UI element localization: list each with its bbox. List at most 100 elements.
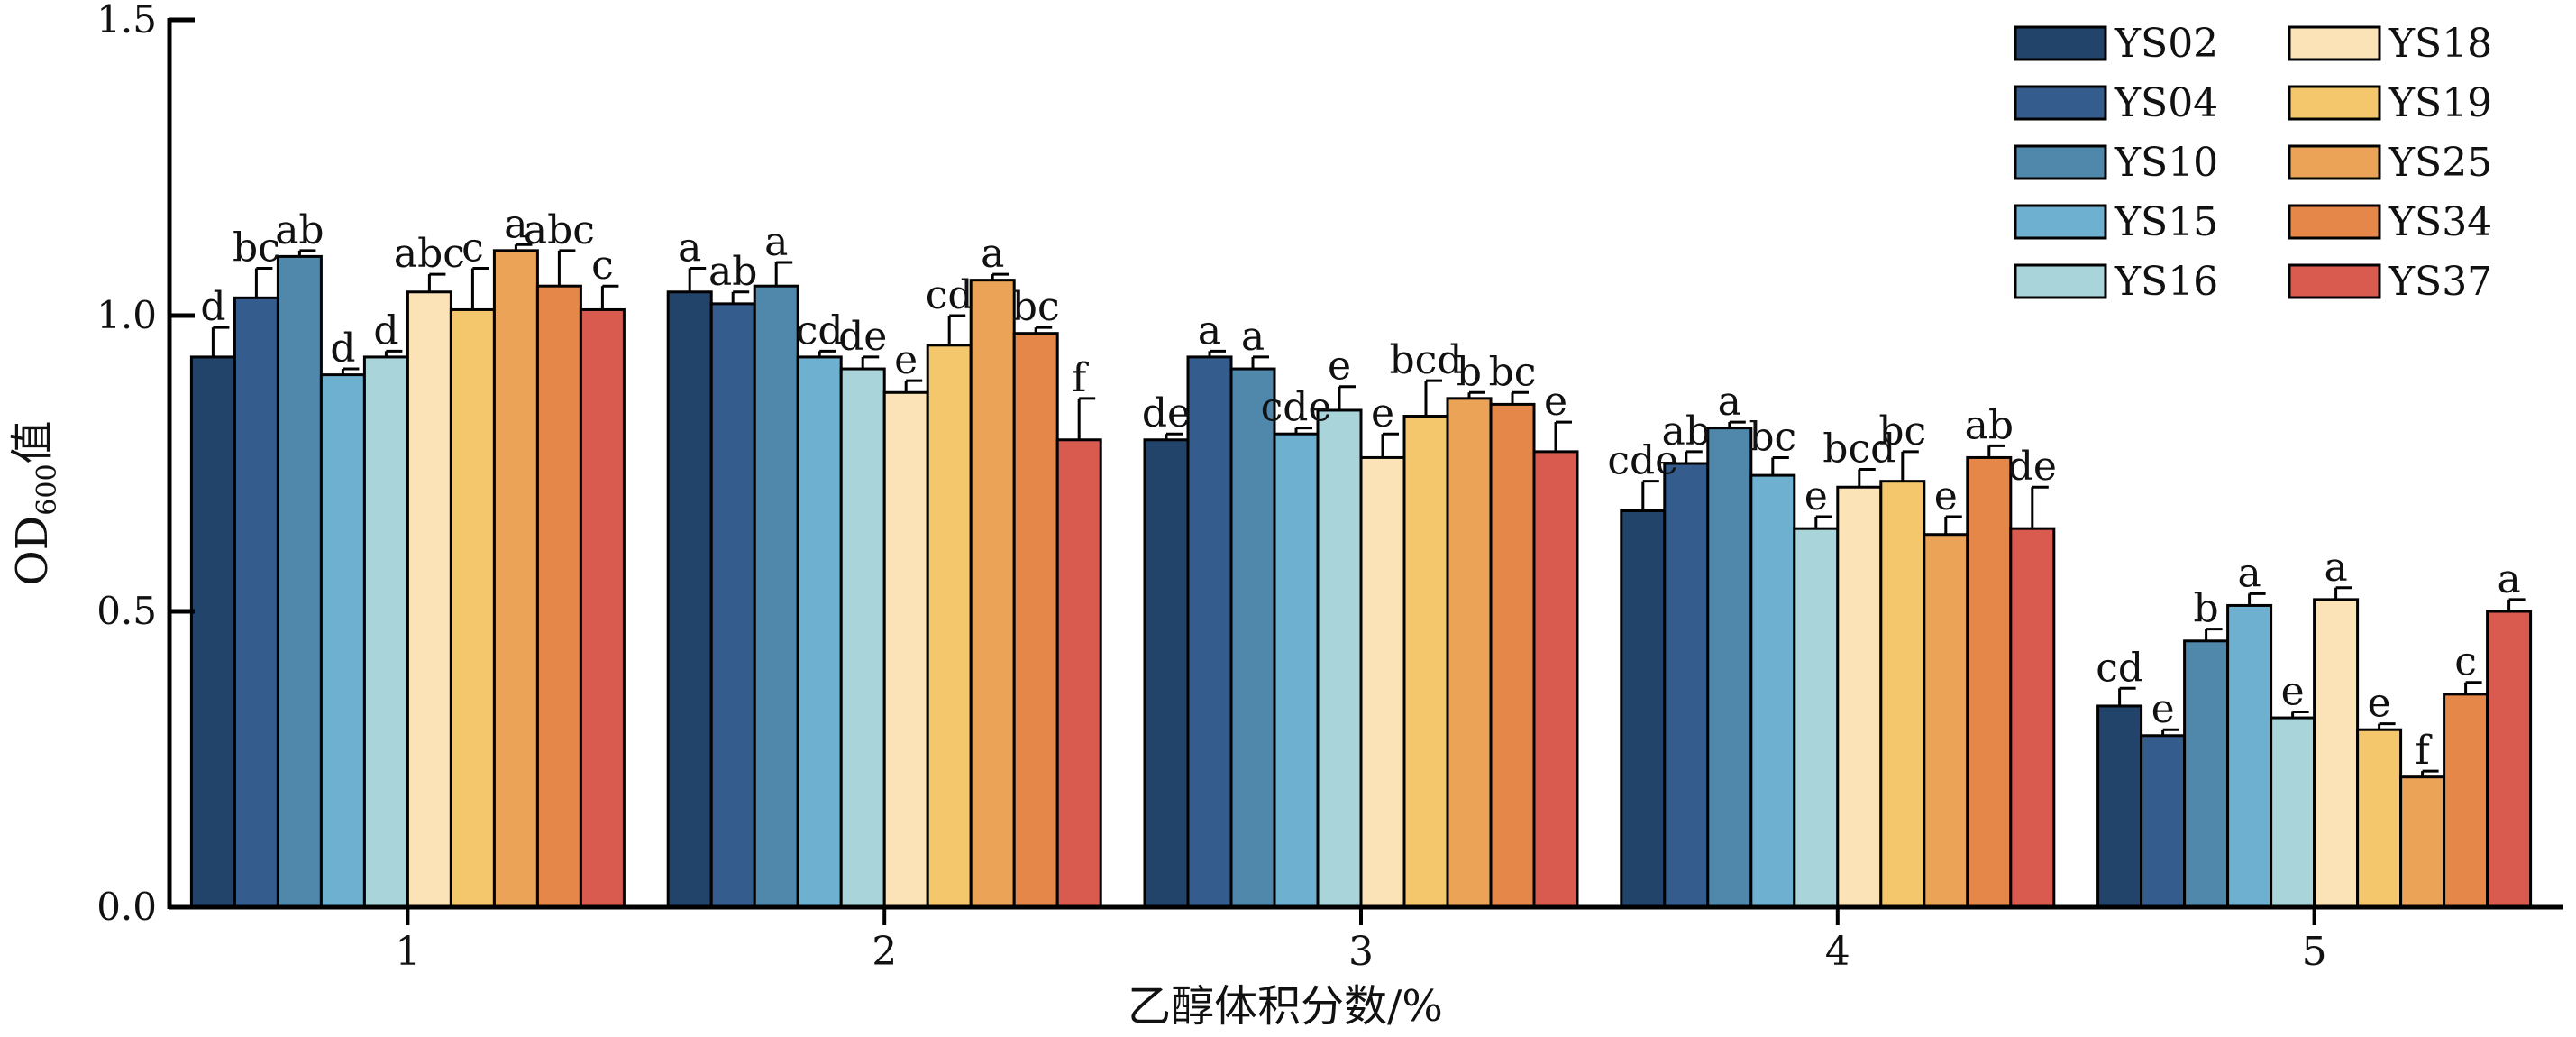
- bar: [1532, 450, 1579, 909]
- significance-label: ab: [1965, 402, 2014, 448]
- error-bars-layer: [211, 243, 2526, 777]
- bar: [1273, 432, 1320, 909]
- significance-label: cde: [1607, 438, 1678, 484]
- bar: [2226, 603, 2273, 909]
- bar: [2140, 734, 2187, 909]
- bar: [1663, 462, 1710, 909]
- y-axis-title: OD600值: [7, 420, 63, 585]
- bar: [2009, 527, 2056, 909]
- significance-label: cd: [2096, 645, 2143, 691]
- bar: [709, 302, 756, 909]
- bar: [319, 373, 366, 909]
- x-tick-label: 1: [395, 929, 420, 975]
- significance-label: a: [1718, 379, 1741, 425]
- significance-label: a: [981, 231, 1004, 277]
- bars-layer: [189, 249, 2533, 909]
- significance-label: bc: [1878, 408, 1926, 454]
- significance-label: a: [1241, 314, 1265, 360]
- bar: [1489, 402, 1536, 909]
- significance-label: de: [1142, 390, 1191, 436]
- bar: [2313, 598, 2360, 909]
- significance-label: ab: [275, 207, 324, 253]
- legend-label: YS37: [2388, 259, 2492, 305]
- significance-label: e: [2281, 669, 2305, 715]
- legend-swatch: [2014, 144, 2107, 180]
- legend-swatch: [2014, 85, 2107, 121]
- bar: [189, 355, 236, 909]
- significance-label: bc: [1012, 284, 1060, 330]
- legend-swatch: [2014, 25, 2107, 61]
- bar: [1836, 485, 1883, 909]
- y-axis-title-subscript: 600: [32, 463, 63, 515]
- y-axis-title-main: OD: [7, 516, 58, 586]
- significance-label: bc: [1749, 414, 1796, 460]
- bar: [1749, 473, 1796, 909]
- legend-swatch: [2014, 263, 2107, 299]
- axes-layer: 0.0 0.5 1.0 1.5 1 2 3 4 5: [96, 0, 2563, 975]
- significance-label: b: [1457, 349, 1482, 395]
- significance-label: a: [504, 201, 527, 247]
- significance-label: c: [591, 243, 614, 289]
- legend-swatch: [2288, 144, 2381, 180]
- significance-label: b: [2194, 586, 2219, 632]
- bar: [1055, 438, 1102, 909]
- significance-label: bc: [233, 225, 280, 271]
- bar: [2183, 639, 2230, 909]
- significance-label: bcd: [1822, 427, 1895, 473]
- bar: [276, 254, 323, 909]
- bar: [579, 307, 626, 909]
- significance-label: de: [838, 314, 887, 360]
- bar: [1359, 455, 1406, 909]
- bar: [839, 367, 886, 909]
- significance-label: e: [2151, 686, 2175, 732]
- bar: [1229, 367, 1276, 909]
- significance-label: de: [2008, 444, 2057, 490]
- bar: [2399, 775, 2446, 909]
- bar: [362, 355, 409, 909]
- legend-label: YS18: [2388, 21, 2492, 67]
- significance-label: ab: [708, 249, 757, 295]
- bar: [535, 284, 582, 909]
- bar: [1143, 438, 1190, 909]
- x-tick-label: 2: [872, 929, 897, 975]
- bar: [1446, 397, 1493, 909]
- bar: [1012, 332, 1059, 909]
- bar: [2270, 716, 2316, 909]
- bar: [926, 344, 973, 909]
- significance-label: cd: [796, 307, 844, 353]
- legend-swatch: [2288, 204, 2381, 240]
- significance-label: bc: [1489, 349, 1537, 395]
- bar: [1316, 408, 1363, 909]
- significance-label: d: [373, 307, 398, 353]
- legend-label: YS15: [2114, 199, 2218, 245]
- bar: [753, 284, 799, 909]
- bar: [666, 290, 713, 909]
- significance-label: e: [1371, 390, 1394, 436]
- legend-label: YS16: [2114, 259, 2218, 305]
- significance-label: d: [200, 284, 225, 330]
- x-tick-label: 3: [1348, 929, 1374, 975]
- bar: [2096, 704, 2143, 909]
- legend-label: YS34: [2388, 199, 2492, 245]
- legend: YS02 YS04 YS10 YS15 YS16 YS18 YS19 YS25 YS34 YS37: [2014, 21, 2492, 305]
- bar: [1793, 527, 1840, 909]
- bar: [969, 279, 1016, 909]
- x-tick-label: 5: [2302, 929, 2327, 975]
- bar: [2486, 610, 2533, 909]
- significance-label: cde: [1261, 385, 1332, 431]
- significance-label: e: [1934, 473, 1958, 519]
- bar: [492, 249, 539, 909]
- y-tick-label: 0.5: [96, 589, 157, 633]
- bar: [882, 390, 929, 909]
- significance-label: e: [1544, 379, 1567, 425]
- bar: [406, 290, 452, 909]
- x-tick-label: 4: [1825, 929, 1850, 975]
- legend-label: YS25: [2388, 140, 2492, 186]
- bar: [2443, 693, 2489, 909]
- y-tick-label: 1.5: [96, 0, 157, 41]
- significance-label: d: [330, 326, 355, 372]
- y-axis-title-suffix: 值: [7, 420, 58, 463]
- significance-label: abc: [524, 207, 595, 253]
